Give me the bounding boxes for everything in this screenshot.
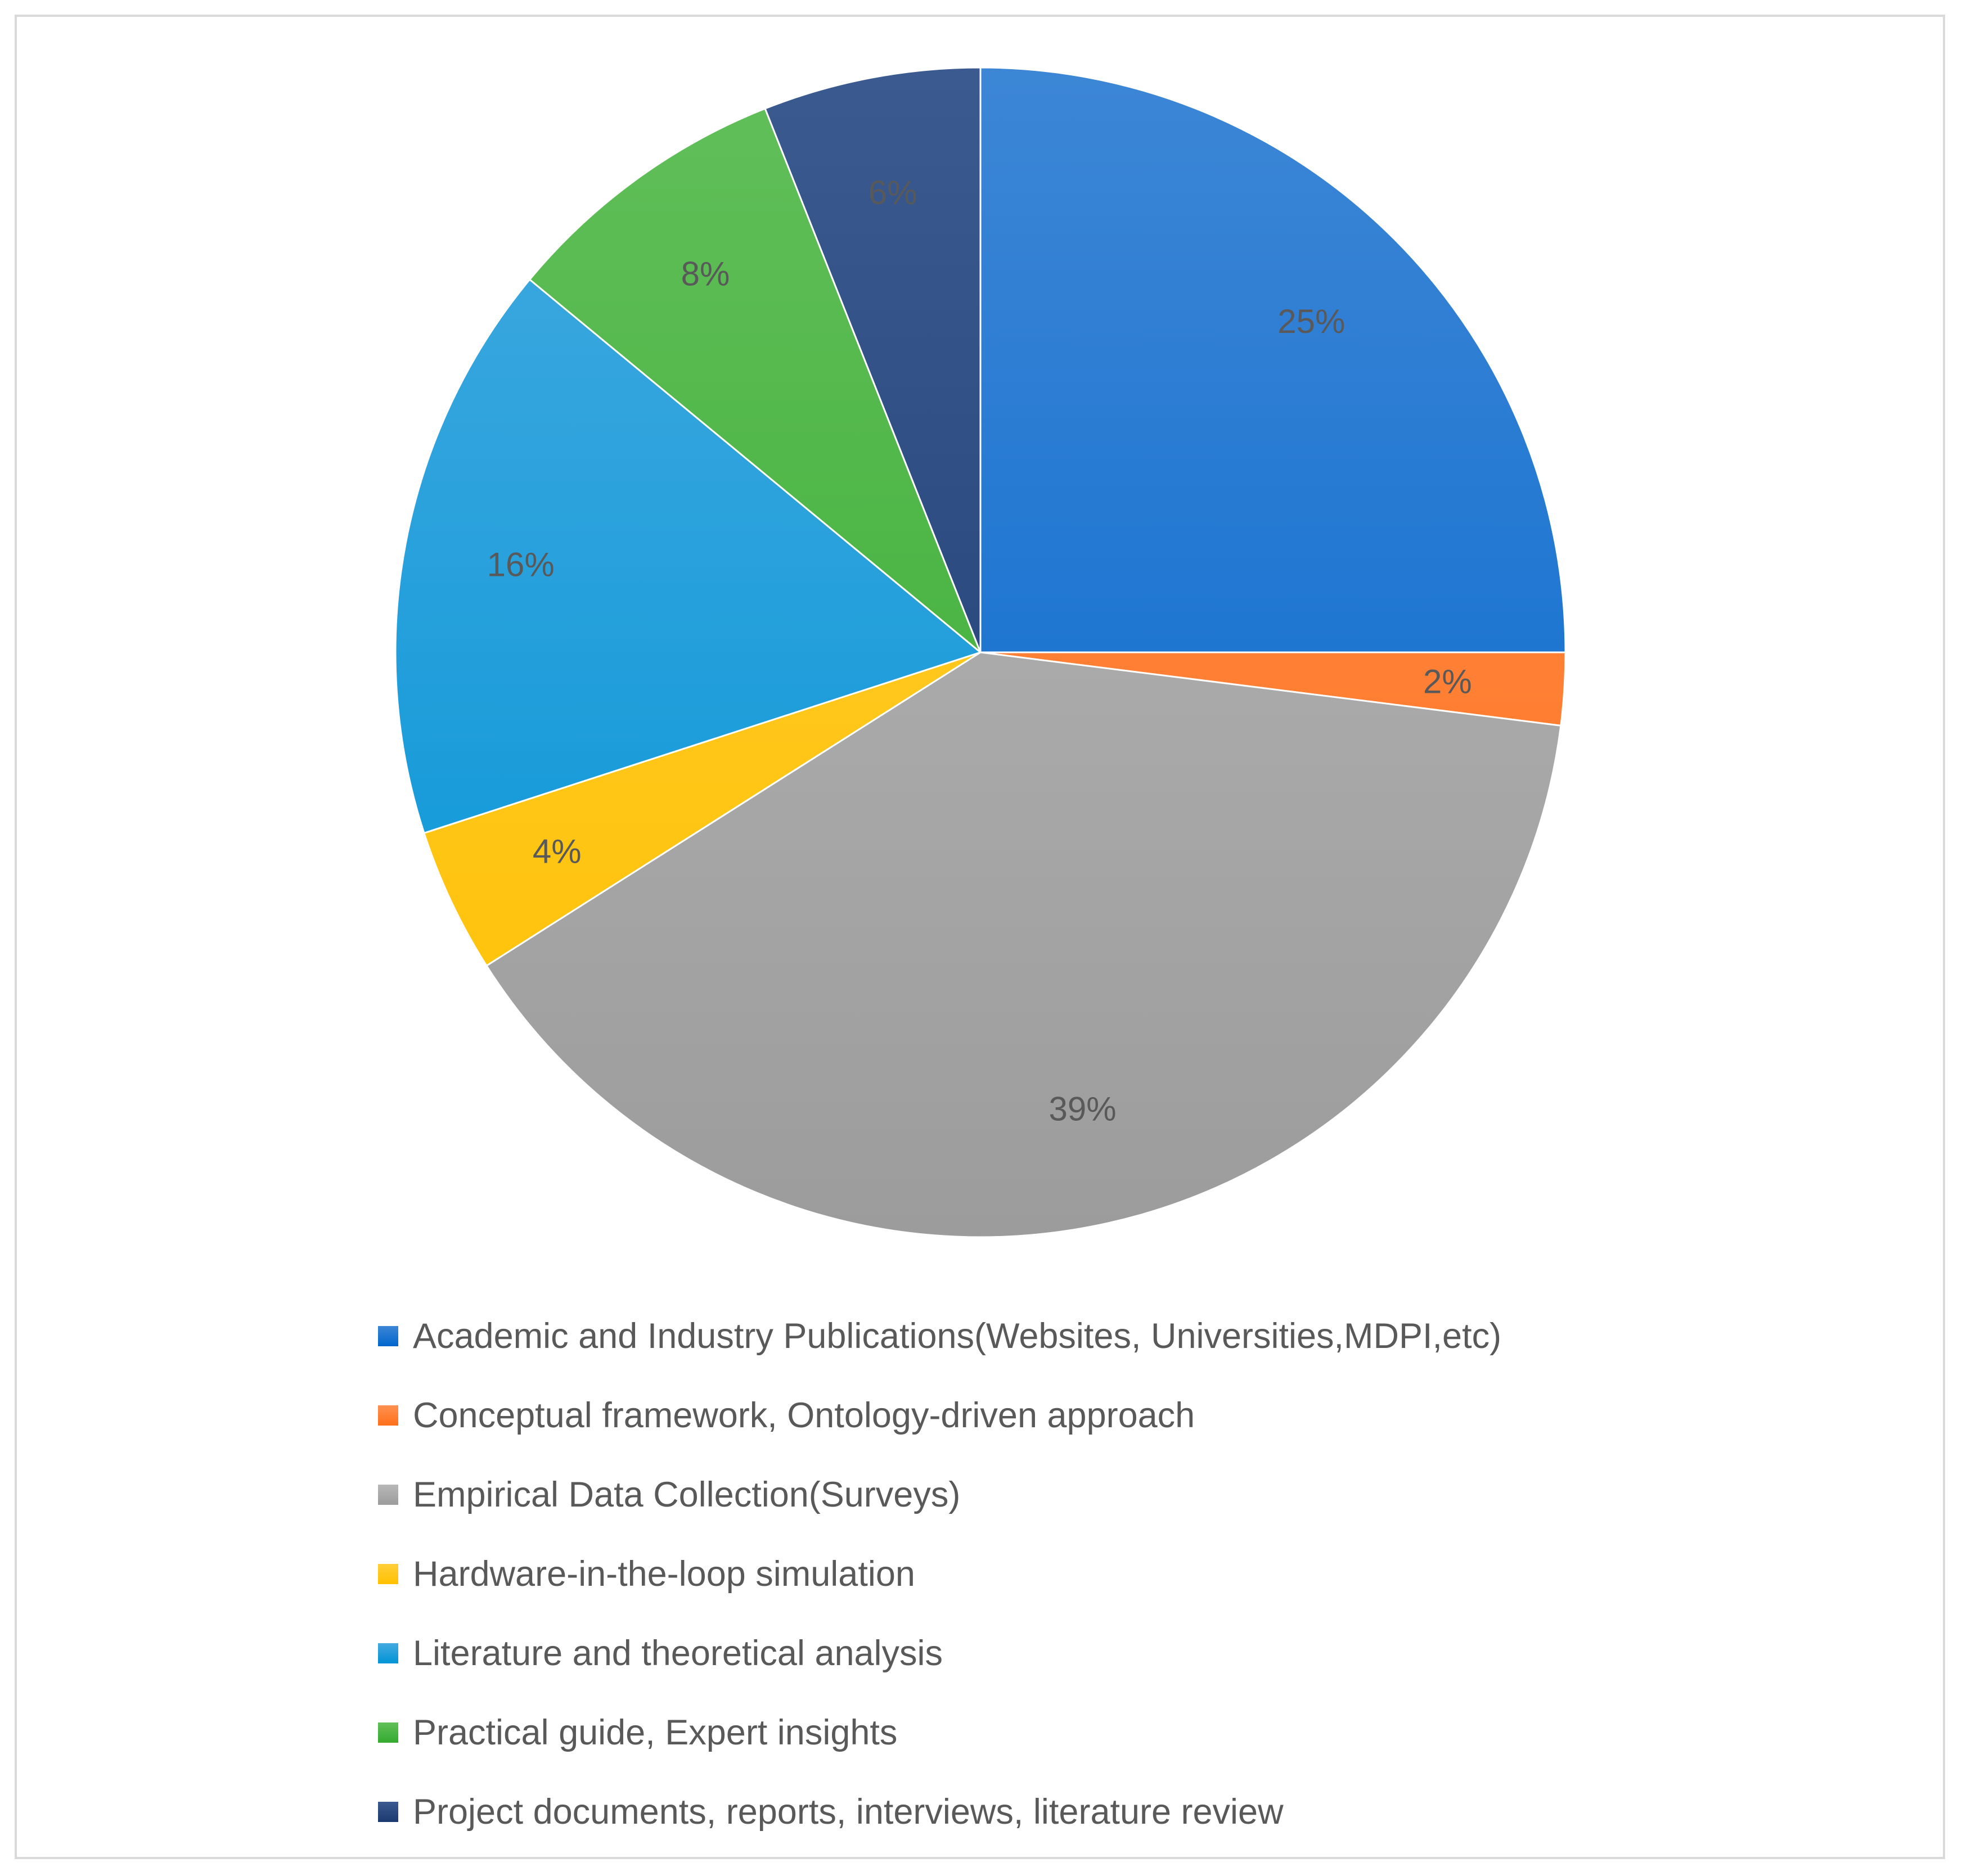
pie-slice-5 bbox=[394, 278, 983, 835]
legend-label: Literature and theoretical analysis bbox=[413, 1633, 943, 1673]
legend: Academic and Industry Publications(Websi… bbox=[378, 1296, 1784, 1851]
legend-swatch bbox=[378, 1484, 398, 1505]
pie-slice-6 bbox=[528, 107, 982, 653]
pie-data-label-7: 6% bbox=[868, 174, 917, 211]
legend-item-4: Hardware-in-the-loop simulation bbox=[378, 1534, 1784, 1613]
legend-swatch bbox=[378, 1405, 398, 1426]
legend-label: Practical guide, Expert insights bbox=[413, 1712, 898, 1752]
pie-slices bbox=[394, 66, 1567, 1238]
pie-data-label-2: 2% bbox=[1423, 663, 1472, 701]
pie-chart: 25% 2% 39% 4% 16% 8% 6% bbox=[394, 66, 1567, 1238]
pie-slice-3 bbox=[485, 651, 1562, 1238]
pie-data-labels: 25% 2% 39% 4% 16% 8% 6% bbox=[487, 174, 1472, 1128]
legend-item-6: Practical guide, Expert insights bbox=[378, 1693, 1784, 1772]
legend-label: Project documents, reports, interviews, … bbox=[413, 1792, 1284, 1832]
legend-item-5: Literature and theoretical analysis bbox=[378, 1613, 1784, 1693]
pie-data-label-1: 25% bbox=[1277, 303, 1345, 340]
legend-item-1: Academic and Industry Publications(Websi… bbox=[378, 1296, 1784, 1376]
pie-data-label-3: 39% bbox=[1048, 1090, 1116, 1128]
legend-item-7: Project documents, reports, interviews, … bbox=[378, 1772, 1784, 1851]
legend-label: Hardware-in-the-loop simulation bbox=[413, 1554, 915, 1594]
legend-swatch bbox=[378, 1722, 398, 1743]
pie-slice-7 bbox=[764, 66, 982, 653]
legend-label: Empirical Data Collection(Surveys) bbox=[413, 1474, 961, 1514]
pie-data-label-4: 4% bbox=[533, 833, 582, 871]
legend-swatch bbox=[378, 1801, 398, 1822]
pie-slice-4 bbox=[423, 651, 981, 967]
legend-label: Academic and Industry Publications(Websi… bbox=[413, 1316, 1502, 1356]
pie-data-label-6: 8% bbox=[681, 255, 730, 292]
legend-label: Conceptual framework, Ontology-driven ap… bbox=[413, 1395, 1195, 1435]
legend-swatch bbox=[378, 1563, 398, 1584]
pie-data-label-5: 16% bbox=[487, 546, 555, 584]
legend-item-2: Conceptual framework, Ontology-driven ap… bbox=[378, 1376, 1784, 1455]
legend-item-3: Empirical Data Collection(Surveys) bbox=[378, 1455, 1784, 1534]
legend-swatch bbox=[378, 1643, 398, 1663]
pie-slice-1 bbox=[979, 66, 1567, 653]
legend-swatch bbox=[378, 1325, 398, 1346]
